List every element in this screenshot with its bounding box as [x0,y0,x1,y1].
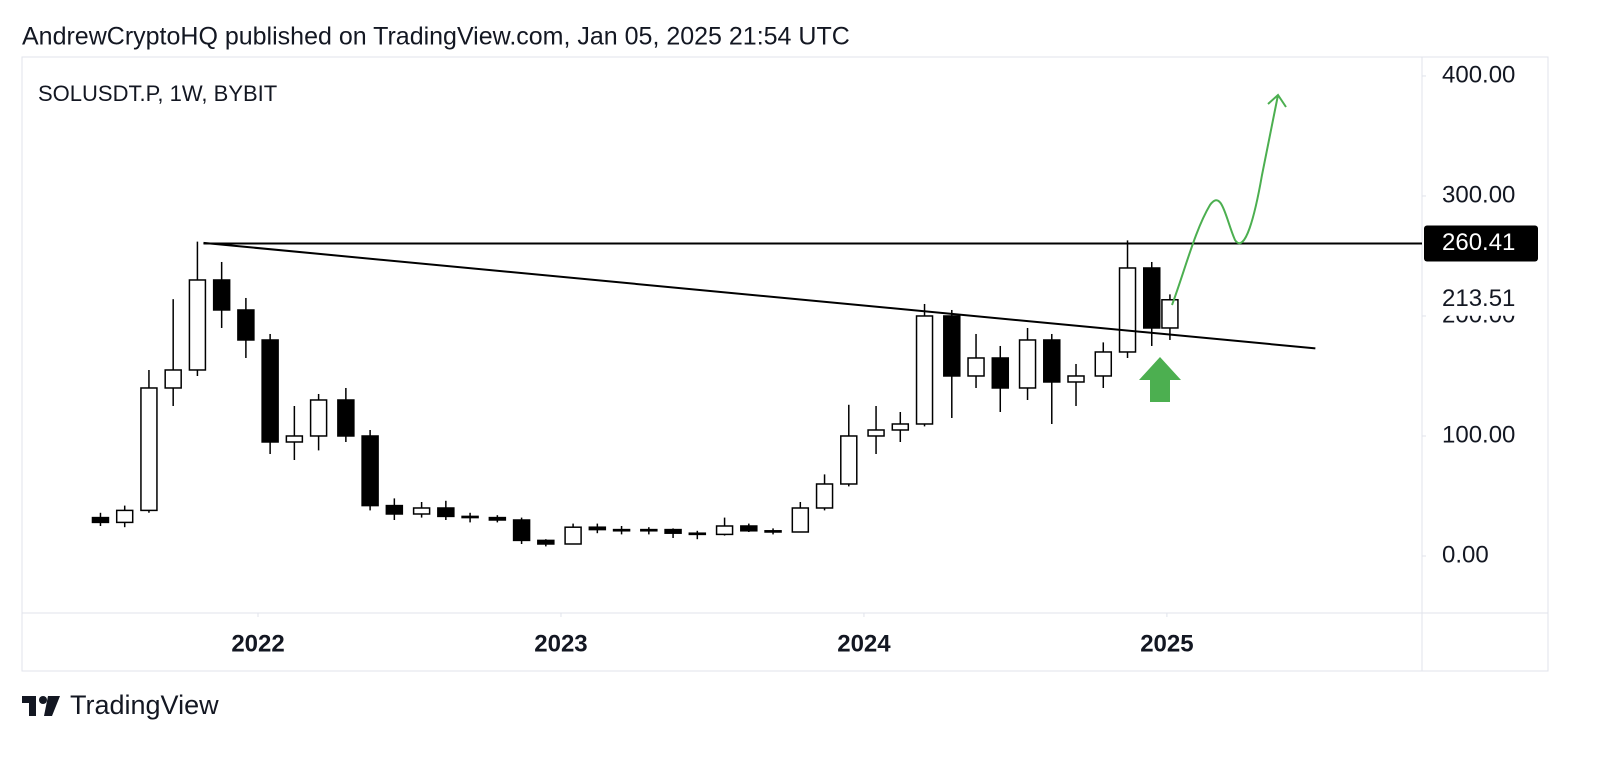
x-tick-label: 2023 [534,630,587,657]
candle-body [612,528,631,532]
candle-body [1161,299,1179,329]
candle-body [967,357,985,377]
candle-body [915,315,934,425]
candle-body [740,525,758,532]
candle-body [943,315,961,377]
candle-body [412,507,431,515]
candle-body [1018,339,1037,389]
candle-body [791,507,810,533]
candle-body [764,530,782,533]
candle-body [285,435,304,443]
candle-body [537,539,555,545]
candle-body [991,357,1010,389]
symbol-title: SOLUSDT.P, 1W, BYBIT [38,81,277,106]
candle-body [91,516,110,524]
candle-body [461,515,479,519]
x-tick-label: 2024 [837,630,891,657]
candle-body [385,504,404,515]
y-tick-label: 100.00 [1442,421,1515,448]
candle-body [1043,339,1061,383]
projection-arrowhead [1267,93,1287,108]
candle-body [337,399,355,437]
footer-brand: TradingView [70,690,219,720]
candle-body [688,532,707,536]
tradingview-logo [22,696,60,716]
last-price-box [1428,283,1538,316]
trendline [203,241,1316,350]
candle-body [588,526,607,531]
candle-body [261,339,279,443]
plot: 0.00100.00200.00300.00400.00202220232024… [91,61,1538,657]
last-price-label: 213.51 [1442,285,1515,312]
candle-body [437,507,455,518]
candle-body [891,423,910,431]
candle-body [664,528,682,534]
candle-body [867,429,885,437]
candle-body [840,435,858,485]
candle-body [237,309,255,341]
candle-body [488,516,507,521]
publish-header: AndrewCryptoHQ published on TradingView.… [22,23,850,51]
candle-body [1094,351,1113,377]
candle-body [640,528,658,532]
y-tick-label: 0.00 [1442,541,1489,568]
candle-body [164,369,182,389]
candle-body [1118,267,1137,353]
candle-body [1067,375,1085,383]
y-tick-label: 400.00 [1442,61,1515,88]
projection-path [1171,94,1279,306]
y-tick-label: 300.00 [1442,181,1515,208]
x-tick-label: 2022 [231,630,284,657]
up-arrow [1139,357,1181,402]
level-label: 260.41 [1442,229,1515,256]
candle-body [115,509,134,524]
candle-body [361,435,379,507]
candle-body [512,519,531,542]
candle-body [564,526,582,545]
candle-body [1143,267,1161,329]
level-label-box [1424,225,1538,262]
candle-body [188,279,207,371]
candle-body [140,387,158,512]
candle-body [715,525,734,536]
candle-body [815,483,834,509]
candle-body [212,279,231,311]
x-tick-label: 2025 [1140,630,1193,657]
candle-body [309,399,328,437]
chart-frame [21,56,1549,672]
